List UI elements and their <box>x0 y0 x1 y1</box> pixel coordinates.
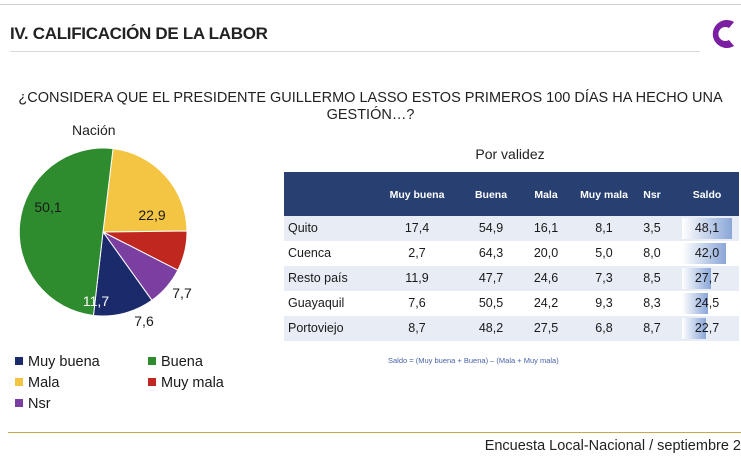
table-cell: 8,1 <box>595 221 613 235</box>
saldo-value: 48,1 <box>694 221 720 235</box>
table-cell: 11,9 <box>405 271 429 285</box>
table-cell: 3,5 <box>643 221 661 235</box>
survey-question: ¿CONSIDERA QUE EL PRESIDENTE GUILLERMO L… <box>18 90 723 123</box>
legend-item-mala: Mala <box>15 373 59 393</box>
saldo-bar <box>682 243 726 264</box>
table-row: Portoviejo 8,7 48,2 27,5 6,8 8,7 22,7 <box>284 316 739 341</box>
legend-item-buena: Buena <box>148 352 203 372</box>
table-cell: 7,3 <box>595 271 613 285</box>
legend-item-nsr: Nsr <box>15 394 51 414</box>
table-cell: 17,4 <box>404 221 430 235</box>
column-header: Mala <box>534 189 558 201</box>
pie-chart: 11,7 50,1 22,9 7,7 7,6 <box>18 147 192 329</box>
table-cell: 6,8 <box>595 321 613 335</box>
legend-swatch <box>15 399 23 408</box>
table-cell: 24,2 <box>533 296 559 310</box>
table-cell: 50,5 <box>478 296 504 310</box>
footer-text: Encuesta Local-Nacional / septiembre 2 <box>484 438 741 454</box>
row-label: Portoviejo <box>288 321 344 335</box>
pie-label-muy-mala: 7,7 <box>172 285 192 301</box>
row-label: Guayaquil <box>288 296 345 310</box>
table-cell: 47,7 <box>478 271 504 285</box>
table-cell: 5,0 <box>595 246 613 260</box>
pie-label-mala: 22,9 <box>138 207 165 223</box>
legend-item-muy-mala: Muy mala <box>148 373 224 393</box>
table-cell: 2,7 <box>408 246 426 260</box>
header-divider <box>10 51 700 52</box>
legend-swatch <box>148 357 156 366</box>
saldo-note: Saldo = (Muy buena + Buena) – (Mala + Mu… <box>388 356 559 365</box>
table-row: Quito 17,4 54,9 16,1 8,1 3,5 48,1 <box>284 216 739 241</box>
pie-slice-buena <box>18 147 114 317</box>
column-header: Nsr <box>643 189 661 201</box>
table-cell: 24,6 <box>533 271 559 285</box>
table-cell: 48,2 <box>478 321 504 335</box>
table-cell: 8,3 <box>643 296 661 310</box>
saldo-bar <box>682 268 711 289</box>
table-cell: 8,0 <box>643 246 661 260</box>
table-cell: 8,5 <box>643 271 661 285</box>
validity-table: Muy buena Buena Mala Muy mala Nsr Saldo Quito… <box>284 172 739 341</box>
legend-swatch <box>15 357 23 366</box>
row-label: Quito <box>288 221 318 235</box>
saldo-bar <box>682 218 732 239</box>
saldo-value: 42,0 <box>694 246 720 260</box>
row-label: Cuenca <box>288 246 332 260</box>
table-cell: 8,7 <box>408 321 426 335</box>
saldo-bar <box>682 318 706 339</box>
saldo-bar <box>682 293 708 314</box>
pie-title: Nación <box>72 122 116 138</box>
legend-swatch <box>15 378 23 387</box>
table-row: Resto país 11,9 47,7 24,6 7,3 8,5 27,7 <box>284 266 739 291</box>
table-row: Guayaquil 7,6 50,5 24,2 9,3 8,3 24,5 <box>284 291 739 316</box>
table-cell: 16,1 <box>533 221 559 235</box>
table-cell: 9,3 <box>595 296 613 310</box>
pie-label-buena: 50,1 <box>34 199 61 215</box>
table-cell: 27,5 <box>533 321 559 335</box>
brand-logo-icon <box>712 20 734 48</box>
table-title: Por validez <box>475 146 545 162</box>
pie-label-nsr: 7,6 <box>134 313 154 329</box>
table-cell: 8,7 <box>643 321 661 335</box>
top-border <box>0 4 741 5</box>
table-cell: 54,9 <box>478 221 504 235</box>
saldo-value: 24,5 <box>694 296 720 310</box>
column-header: Buena <box>474 189 508 201</box>
pie-slice-mala <box>102 148 188 233</box>
row-label: Resto país <box>288 271 348 285</box>
table-header: Muy buena Buena Mala Muy mala Nsr Saldo <box>284 172 739 216</box>
saldo-value: 27,7 <box>694 271 720 285</box>
table-cell: 7,6 <box>408 296 426 310</box>
legend-item-muy-buena: Muy buena <box>15 352 100 372</box>
footer-divider <box>8 432 741 433</box>
table-body: Quito 17,4 54,9 16,1 8,1 3,5 48,1 Cuenca 2,7 64,3… <box>284 216 739 341</box>
pie-label-muy-buena: 11,7 <box>83 293 109 309</box>
section-title: IV. CALIFICACIÓN DE LA LABOR <box>10 24 268 43</box>
table-cell: 64,3 <box>478 246 504 260</box>
column-header: Muy buena <box>389 189 445 201</box>
saldo-value: 22,7 <box>694 321 720 335</box>
column-header: Muy mala <box>580 189 628 201</box>
column-header: Saldo <box>692 189 722 201</box>
pie-slice-muy-buena <box>92 230 153 317</box>
table-cell: 20,0 <box>533 246 559 260</box>
legend-swatch <box>148 378 156 387</box>
table-row: Cuenca 2,7 64,3 20,0 5,0 8,0 42,0 <box>284 241 739 266</box>
